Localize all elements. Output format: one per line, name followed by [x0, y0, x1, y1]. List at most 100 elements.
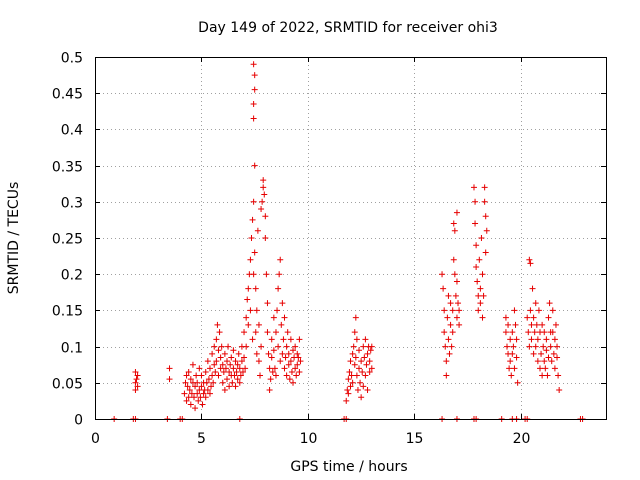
data-point	[503, 343, 510, 350]
data-point	[353, 372, 360, 379]
data-point	[455, 300, 462, 307]
data-point	[132, 379, 139, 386]
data-point	[349, 379, 356, 386]
y-tick-label: 0.45	[52, 87, 83, 103]
data-point	[362, 336, 369, 343]
x-tick-label: 20	[513, 431, 531, 447]
data-point	[262, 235, 269, 241]
data-point	[252, 285, 259, 292]
data-point	[255, 358, 262, 365]
data-point	[450, 256, 457, 263]
data-point	[450, 220, 457, 227]
data-point	[217, 365, 224, 372]
data-point	[264, 300, 271, 307]
data-point	[352, 354, 359, 361]
data-point	[185, 394, 192, 401]
data-point	[545, 354, 552, 361]
data-point	[452, 292, 459, 299]
data-point	[480, 292, 487, 299]
data-point	[194, 390, 201, 397]
data-point	[250, 61, 257, 68]
data-point	[181, 390, 188, 397]
data-point	[213, 358, 220, 365]
data-point	[275, 343, 282, 350]
data-point	[364, 350, 371, 357]
data-point	[213, 336, 220, 343]
data-point	[202, 394, 209, 401]
data-point	[278, 321, 285, 328]
data-point	[243, 314, 250, 321]
data-point	[269, 368, 276, 375]
data-point	[544, 372, 551, 379]
data-point	[349, 350, 356, 357]
data-point	[539, 321, 546, 328]
data-point	[232, 358, 239, 365]
data-point	[483, 227, 490, 234]
data-point	[286, 376, 293, 383]
data-point	[358, 394, 365, 401]
data-point	[440, 285, 447, 292]
data-point	[554, 354, 561, 361]
data-point	[281, 365, 288, 372]
data-point	[249, 336, 256, 343]
data-point	[351, 361, 358, 368]
data-point	[279, 350, 286, 357]
y-tick-label: 0.05	[52, 377, 83, 393]
data-point	[226, 368, 233, 375]
data-point	[512, 321, 519, 328]
data-point	[524, 314, 531, 321]
data-point	[502, 314, 509, 321]
data-point	[187, 376, 194, 383]
data-point	[283, 372, 290, 379]
grid-lines	[95, 57, 606, 419]
data-point	[250, 115, 257, 122]
data-point	[354, 387, 361, 394]
data-point	[478, 235, 485, 241]
data-point	[530, 314, 537, 321]
x-axis-ticks: 0 5 10 15 20	[91, 57, 530, 447]
x-tick-label: 5	[197, 431, 206, 447]
data-point	[509, 350, 516, 357]
data-point	[270, 347, 277, 354]
y-tick-label: 0	[74, 413, 83, 429]
data-point	[221, 350, 228, 357]
data-point	[199, 401, 206, 408]
data-point	[265, 350, 272, 357]
data-point	[507, 336, 514, 343]
data-point	[239, 368, 246, 375]
data-point	[166, 365, 173, 372]
data-point	[456, 321, 463, 328]
data-point	[556, 387, 563, 394]
y-tick-label: 0.5	[61, 51, 83, 67]
data-point	[447, 300, 454, 307]
data-point	[206, 365, 213, 372]
data-point	[196, 365, 203, 372]
data-point	[531, 329, 538, 336]
y-tick-label: 0.4	[61, 123, 83, 139]
data-point	[225, 343, 232, 350]
data-point	[345, 390, 352, 397]
data-point	[368, 365, 375, 372]
data-point	[528, 336, 535, 343]
x-tick-label: 15	[406, 431, 424, 447]
data-point	[258, 343, 265, 350]
data-point	[479, 314, 486, 321]
data-point	[549, 307, 556, 314]
data-point	[479, 271, 486, 278]
data-point	[282, 354, 289, 361]
data-point	[196, 387, 203, 394]
data-point	[288, 368, 295, 375]
data-point	[219, 379, 226, 386]
data-point	[358, 358, 365, 365]
data-point	[532, 343, 539, 350]
data-point	[508, 372, 515, 379]
data-point	[203, 379, 210, 386]
data-point	[472, 220, 479, 227]
data-point	[182, 379, 189, 386]
data-point	[509, 329, 516, 336]
data-point	[260, 177, 267, 184]
data-point	[287, 358, 294, 365]
data-point	[251, 86, 258, 93]
data-point	[193, 372, 200, 379]
data-point	[241, 329, 248, 336]
